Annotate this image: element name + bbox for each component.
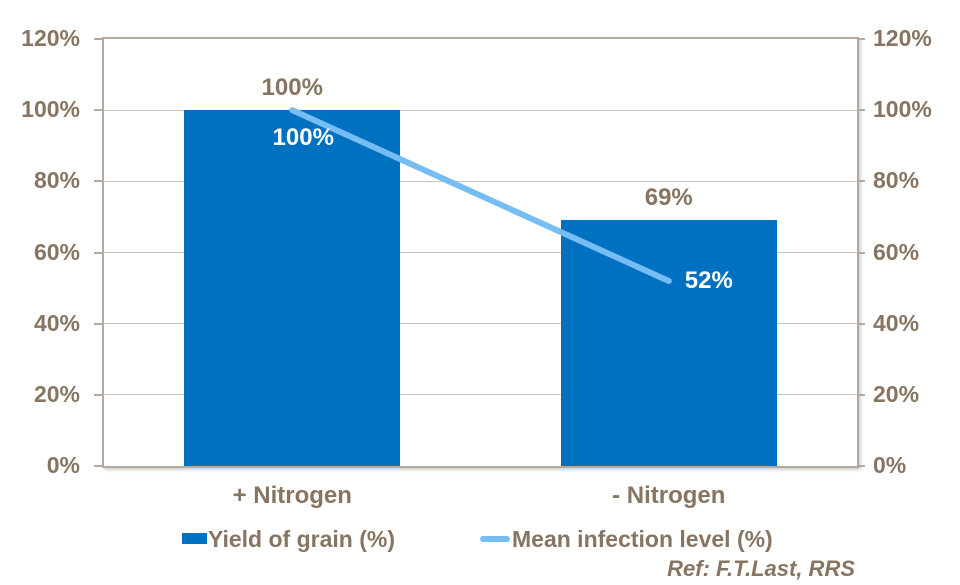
y-axis-label-left: 80%	[33, 167, 80, 194]
category-label-minus-nitrogen: - Nitrogen	[612, 482, 726, 509]
y-axis-label-left: 60%	[33, 238, 80, 265]
right-axis-tick	[857, 251, 865, 254]
left-axis-tick	[94, 393, 102, 396]
y-axis-label-left: 120%	[21, 25, 80, 51]
left-axis-tick	[94, 109, 102, 112]
left-axis-tick	[94, 322, 102, 325]
y-axis-label-right: 60%	[873, 238, 920, 265]
right-axis-tick	[857, 38, 865, 40]
y-axis-label-right: 100%	[873, 96, 932, 123]
line-label-plus-nitrogen: 100%	[272, 124, 334, 152]
y-axis-label-left: 40%	[33, 309, 80, 336]
y-axis-label-left: 20%	[33, 380, 80, 407]
y-axis-label-left: 100%	[21, 96, 80, 123]
right-axis-tick	[857, 465, 865, 467]
y-axis-label-left: 0%	[46, 452, 80, 478]
left-axis-tick	[94, 251, 102, 254]
gridline	[104, 323, 857, 325]
legend-bar-swatch	[182, 533, 207, 544]
legend-label-yield: Yield of grain (%)	[208, 526, 395, 552]
y-axis-label-right: 40%	[873, 309, 920, 336]
left-axis-tick	[94, 38, 102, 40]
right-axis-tick	[857, 109, 865, 112]
right-axis-tick	[857, 393, 865, 396]
bar-label-minus-nitrogen: 69%	[644, 184, 693, 212]
line-label-minus-nitrogen: 52%	[684, 266, 733, 294]
right-axis-tick	[857, 322, 865, 325]
y-axis-label-right: 120%	[873, 25, 932, 51]
legend-label-infection: Mean infection level (%)	[512, 526, 773, 552]
bar-minus-nitrogen	[560, 220, 777, 466]
gridline	[104, 394, 857, 396]
plot-inner	[104, 39, 857, 466]
right-axis-tick	[857, 180, 865, 183]
y-axis-label-right: 20%	[873, 380, 920, 407]
left-axis-tick	[94, 180, 102, 183]
bar-plus-nitrogen	[184, 110, 401, 466]
plot-area	[102, 37, 859, 468]
reference-note: Ref: F.T.Last, RRS	[667, 556, 855, 581]
legend-line-swatch	[480, 536, 510, 542]
category-label-plus-nitrogen: + Nitrogen	[232, 482, 352, 509]
bar-label-plus-nitrogen: 100%	[261, 74, 323, 102]
left-axis-tick	[94, 465, 102, 467]
y-axis-label-right: 0%	[873, 452, 907, 478]
y-axis-label-right: 80%	[873, 167, 920, 194]
